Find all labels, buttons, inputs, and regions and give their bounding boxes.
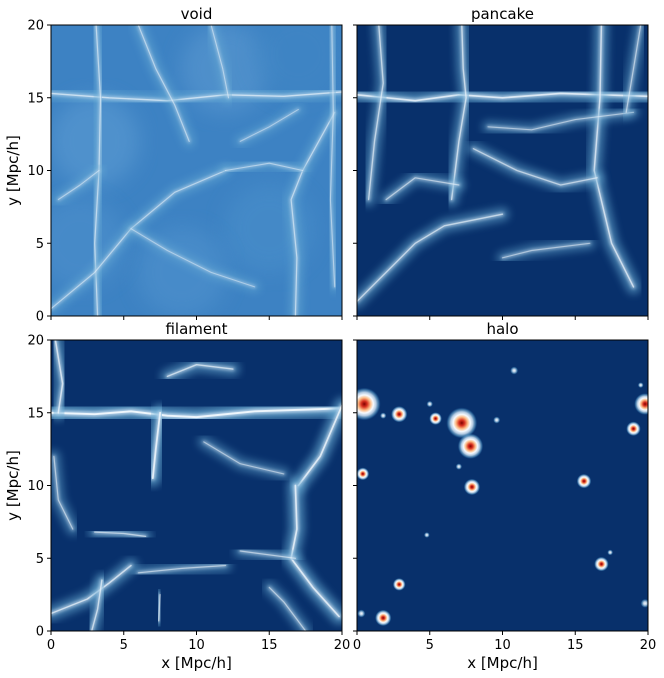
filament [51, 450, 80, 536]
panel-title: pancake [471, 5, 534, 23]
filament [131, 559, 232, 580]
filament [379, 171, 466, 206]
filament [132, 25, 196, 148]
halo-blob [463, 478, 481, 496]
halo-blob [375, 609, 392, 627]
x-tick-label: 5 [426, 638, 434, 653]
x-tick-label: 10 [188, 638, 205, 653]
plot-area [51, 25, 342, 316]
halo-blob [429, 412, 442, 425]
x-tick-label: 0 [353, 638, 361, 653]
halo-blob [510, 366, 519, 375]
halo-blob [357, 609, 366, 618]
halo-blob [457, 433, 484, 459]
heatmap-background [357, 340, 648, 631]
filament [284, 105, 342, 316]
filament [205, 25, 235, 104]
y-tick-label: 20 [27, 19, 44, 34]
filament [125, 222, 261, 293]
y-tick-label: 10 [27, 164, 44, 179]
filament [262, 581, 312, 631]
panel-pancake: pancake [353, 5, 649, 320]
halo-blob [391, 406, 408, 423]
halo-blob [357, 387, 381, 421]
y-tick-label: 5 [36, 237, 44, 252]
filament [51, 340, 70, 421]
halo-blob [634, 393, 648, 415]
filament [481, 106, 640, 136]
filament [144, 404, 169, 487]
filament [357, 85, 648, 109]
y-tick-label: 0 [36, 310, 44, 325]
filament [361, 25, 390, 207]
filament [496, 237, 596, 264]
filament [619, 25, 648, 119]
x-tick-label: 20 [334, 638, 351, 653]
halo-blob [637, 382, 644, 388]
filament [466, 142, 604, 192]
panel-title: filament [165, 320, 227, 338]
filament [444, 25, 474, 207]
x-tick-label: 5 [120, 638, 128, 653]
filament [234, 103, 305, 148]
halo-blob [626, 421, 641, 437]
halo-blob [640, 598, 648, 608]
panel-title: halo [486, 320, 518, 338]
plot-area [51, 340, 342, 631]
halo-blob [594, 556, 609, 572]
halo-blob [379, 412, 387, 419]
filament [52, 164, 105, 206]
filament [88, 525, 153, 543]
filament [587, 25, 641, 295]
halo-blob [455, 463, 463, 470]
panel-void: 0 5 10 15 20 void y [Mpc/h] [4, 5, 343, 325]
y-tick-label: 10 [27, 479, 44, 494]
panel-title: void [181, 5, 213, 23]
x-tick-label: 20 [640, 638, 657, 653]
filament [152, 588, 167, 628]
y-tick-label: 5 [36, 552, 44, 567]
plot-area [357, 25, 648, 316]
filament [233, 544, 302, 565]
halo-blob [607, 549, 614, 556]
filament [51, 399, 342, 426]
y-axis-label: y [Mpc/h] [4, 135, 22, 206]
y-tick-label: 0 [36, 625, 44, 640]
halo-blob [493, 416, 501, 424]
halo-blob [426, 400, 433, 408]
y-tick-label: 15 [27, 91, 44, 106]
y-tick-label: 15 [27, 406, 44, 421]
filament [219, 157, 309, 177]
filament [324, 25, 341, 293]
x-tick-label: 15 [261, 638, 278, 653]
y-axis-label: y [Mpc/h] [4, 450, 22, 521]
filament [357, 207, 510, 309]
filament [290, 397, 342, 494]
y-tick-label: 20 [27, 334, 44, 349]
x-tick-label: 15 [567, 638, 584, 653]
halo-blob [357, 467, 370, 481]
x-tick-label: 10 [494, 638, 511, 653]
plot-area [357, 340, 648, 631]
filament [84, 573, 109, 631]
filament [160, 357, 240, 384]
halo-blob [576, 473, 592, 489]
x-axis-label: x [Mpc/h] [467, 654, 538, 672]
halo-blob [392, 578, 406, 591]
x-tick-label: 0 [47, 638, 55, 653]
halo-blob [423, 532, 430, 538]
panel-halo: 0 5 10 15 20 halo x [Mpc/h] [353, 320, 657, 672]
x-axis-label: x [Mpc/h] [161, 654, 232, 672]
density-patch [253, 25, 342, 100]
halo-blob [446, 407, 478, 439]
filament [197, 435, 290, 481]
panel-filament: 0 5 10 15 20 0 5 10 15 20 filament x [Mpc/h] y [Mpc/… [4, 320, 350, 672]
